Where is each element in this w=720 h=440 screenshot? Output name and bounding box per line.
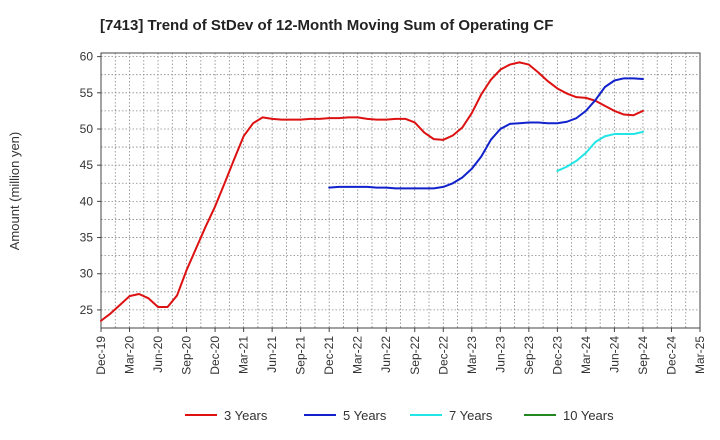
legend-label: 10 Years [563,408,614,423]
x-tick-label: Dec-22 [436,336,450,375]
x-tick-label: Dec-24 [664,336,678,375]
y-axis-label: Amount (million yen) [7,132,22,251]
y-tick-label: 45 [80,158,94,172]
y-tick-label: 35 [80,231,94,245]
y-tick-label: 30 [80,267,94,281]
legend-label: 3 Years [224,408,268,423]
x-tick-label: Sep-20 [180,336,194,375]
x-tick-label: Jun-23 [493,336,507,373]
plot-frame [100,52,701,329]
x-tick-label: Mar-24 [579,336,593,374]
series-line-5-years [328,77,644,190]
y-tick-label: 25 [80,303,94,317]
grid-lines [101,53,700,328]
series-line-7-years [556,130,644,172]
y-tick-label: 60 [80,50,94,64]
x-tick-label: Jun-22 [379,336,393,373]
x-tick-label: Mar-25 [693,336,707,374]
chart-title: [7413] Trend of StDev of 12-Month Moving… [100,17,553,34]
x-tick-label: Jun-20 [151,336,165,373]
x-tick-label: Mar-20 [123,336,137,374]
x-tick-label: Sep-22 [408,336,422,375]
x-tick-label: Dec-19 [94,336,108,375]
legend-label: 7 Years [449,408,493,423]
x-tick-label: Jun-24 [607,336,621,373]
x-tick-label: Mar-22 [351,336,365,374]
x-tick-label: Jun-21 [265,336,279,373]
x-tick-label: Dec-21 [322,336,336,375]
x-tick-label: Sep-21 [294,336,308,375]
legend-label: 5 Years [343,408,387,423]
x-tick-label: Sep-24 [636,336,650,375]
y-tick-label: 50 [80,122,94,136]
series-lines [100,61,644,322]
legend: 3 Years 5 Years 7 Years 10 Years [185,408,614,423]
series-line-3-years [100,61,644,322]
y-axis-ticks: 25 30 35 40 45 50 55 60 [80,50,101,317]
x-tick-label: Dec-23 [550,336,564,375]
x-tick-label: Dec-20 [208,336,222,375]
x-tick-label: Sep-23 [522,336,536,375]
x-tick-label: Mar-21 [237,336,251,374]
x-tick-label: Mar-23 [465,336,479,374]
x-axis-ticks: Dec-19 Mar-20 Jun-20 Sep-20 Dec-20 Mar-21 Jun-… [94,328,707,375]
y-tick-label: 40 [80,194,94,208]
y-tick-label: 55 [80,86,94,100]
